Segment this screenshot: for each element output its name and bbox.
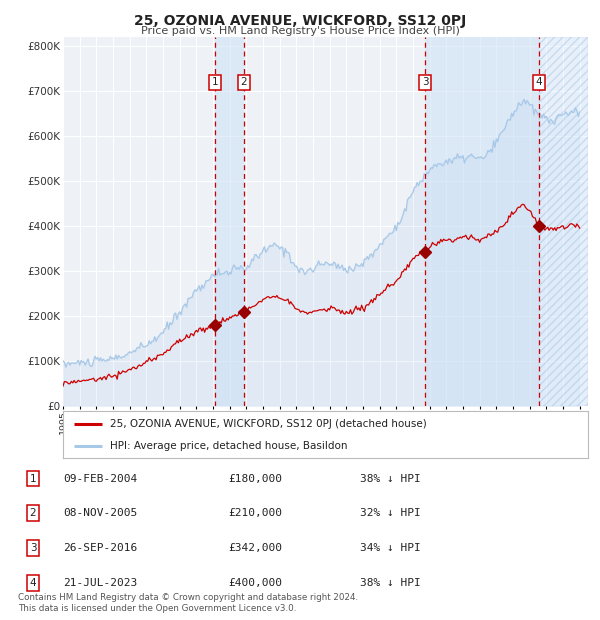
Text: Contains HM Land Registry data © Crown copyright and database right 2024.
This d: Contains HM Land Registry data © Crown c… bbox=[18, 593, 358, 613]
Text: 2: 2 bbox=[241, 77, 247, 87]
Text: 26-SEP-2016: 26-SEP-2016 bbox=[63, 543, 137, 553]
Text: 1: 1 bbox=[29, 474, 37, 484]
Text: £210,000: £210,000 bbox=[228, 508, 282, 518]
Text: 25, OZONIA AVENUE, WICKFORD, SS12 0PJ (detached house): 25, OZONIA AVENUE, WICKFORD, SS12 0PJ (d… bbox=[110, 419, 427, 429]
Text: 2: 2 bbox=[29, 508, 37, 518]
Bar bbox=[215, 37, 244, 406]
Text: 34% ↓ HPI: 34% ↓ HPI bbox=[360, 543, 421, 553]
Text: 1: 1 bbox=[212, 77, 218, 87]
Text: 08-NOV-2005: 08-NOV-2005 bbox=[63, 508, 137, 518]
Text: 21-JUL-2023: 21-JUL-2023 bbox=[63, 578, 137, 588]
Text: £342,000: £342,000 bbox=[228, 543, 282, 553]
Bar bbox=[539, 37, 588, 406]
Text: £180,000: £180,000 bbox=[228, 474, 282, 484]
Text: 38% ↓ HPI: 38% ↓ HPI bbox=[360, 578, 421, 588]
Text: £400,000: £400,000 bbox=[228, 578, 282, 588]
Text: 25, OZONIA AVENUE, WICKFORD, SS12 0PJ: 25, OZONIA AVENUE, WICKFORD, SS12 0PJ bbox=[134, 14, 466, 28]
Text: 3: 3 bbox=[422, 77, 428, 87]
Text: 3: 3 bbox=[29, 543, 37, 553]
Bar bbox=[425, 37, 539, 406]
Text: 4: 4 bbox=[29, 578, 37, 588]
Text: HPI: Average price, detached house, Basildon: HPI: Average price, detached house, Basi… bbox=[110, 441, 348, 451]
Text: 38% ↓ HPI: 38% ↓ HPI bbox=[360, 474, 421, 484]
Text: 4: 4 bbox=[536, 77, 542, 87]
Text: Price paid vs. HM Land Registry's House Price Index (HPI): Price paid vs. HM Land Registry's House … bbox=[140, 26, 460, 36]
Text: 09-FEB-2004: 09-FEB-2004 bbox=[63, 474, 137, 484]
Text: 32% ↓ HPI: 32% ↓ HPI bbox=[360, 508, 421, 518]
